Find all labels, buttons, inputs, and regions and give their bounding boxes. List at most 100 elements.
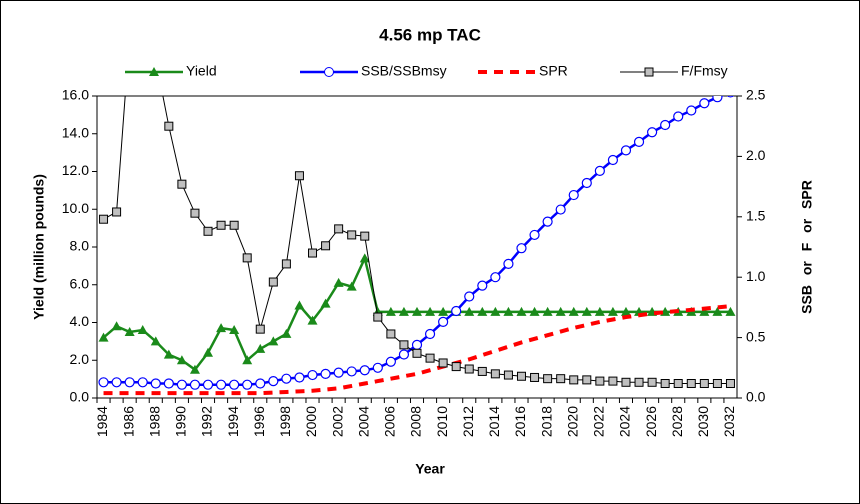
ssb-marker [490, 272, 501, 283]
yield-marker [620, 306, 631, 316]
y-tick-label: 0.0 [70, 389, 90, 405]
legend-label: SSB/SSBmsy [361, 63, 447, 79]
f-marker [281, 259, 291, 269]
yield-marker [124, 326, 135, 336]
f-marker [190, 208, 200, 218]
ssb-marker [98, 377, 109, 388]
ssb-marker [385, 356, 396, 367]
x-tick-label: 2018 [538, 406, 554, 437]
f-marker [268, 277, 278, 287]
x-tick-label: 2004 [355, 406, 371, 437]
f-marker [490, 369, 500, 379]
y-tick-label: 16.0 [62, 87, 89, 103]
yield-marker [398, 306, 409, 316]
f-marker [660, 379, 670, 389]
ssb-marker [320, 368, 331, 379]
f-marker [712, 379, 722, 389]
yield-marker [98, 332, 109, 342]
x-tick-label: 2012 [460, 406, 476, 437]
f-marker [608, 376, 618, 386]
ssb-marker [189, 379, 201, 390]
ssb-marker [202, 379, 214, 390]
f-marker [177, 179, 187, 189]
ssb-marker [372, 362, 383, 373]
yield-marker [359, 253, 370, 263]
x-tick-label: 1990 [173, 406, 189, 437]
yield-marker [242, 355, 253, 365]
f-marker [725, 379, 735, 389]
f-marker [386, 329, 396, 339]
f-marker [530, 372, 540, 382]
ssb-marker [242, 379, 253, 390]
legend-label: F/Fmsy [681, 63, 728, 79]
yield-marker [229, 325, 240, 335]
y-axis-title: Yield (million pounds) [31, 174, 47, 320]
f-marker [99, 214, 109, 224]
x-tick-label: 2022 [591, 406, 607, 437]
x-tick-label: 2024 [617, 406, 633, 437]
f-marker [516, 371, 526, 381]
x-tick-label: 1992 [199, 406, 215, 437]
x-axis-title: Year [415, 461, 445, 477]
yield-marker [189, 364, 200, 374]
x-tick-label: 2030 [695, 406, 711, 437]
x-tick-label: 2010 [434, 406, 450, 437]
f-marker [412, 348, 422, 358]
ssb-marker [673, 111, 684, 122]
x-tick-label: 2000 [303, 406, 319, 437]
legend-symbol [644, 67, 654, 77]
x-tick-label: 1986 [120, 406, 136, 437]
f-marker [242, 253, 252, 263]
ssb-marker [568, 189, 579, 201]
f-marker [255, 324, 265, 334]
yield-marker [699, 306, 710, 316]
legend-marker [149, 67, 159, 76]
f-marker [595, 376, 605, 386]
y-tick-label: 8.0 [70, 238, 90, 254]
f-marker [438, 358, 448, 368]
x-tick-label: 1994 [225, 406, 241, 437]
ssb-marker [607, 154, 619, 166]
ssb-marker [686, 105, 697, 116]
x-tick-label: 2020 [564, 406, 580, 437]
x-tick-label: 1996 [251, 406, 267, 437]
f-marker [451, 362, 461, 372]
f-marker [699, 379, 709, 389]
x-tick-label: 2002 [329, 406, 345, 437]
x-tick-label: 1998 [277, 406, 293, 437]
yield-marker [581, 306, 592, 316]
ssb-marker [424, 328, 436, 340]
yield-marker [712, 306, 723, 316]
plot: 0.0 2.0 4.0 6.0 8.0 10.0 12.0 14.0 16.0 0.0 0.5 1.0… [62, 63, 766, 437]
y2-tick-label: 1.5 [746, 208, 766, 224]
yield-marker [425, 306, 436, 316]
ssb-marker [176, 379, 187, 390]
x-tick-label: 2032 [721, 406, 737, 437]
yield-marker [594, 306, 605, 316]
ssb-marker [555, 204, 566, 215]
yield-marker [503, 306, 514, 316]
ssb-marker [464, 291, 475, 302]
f-marker [203, 226, 213, 236]
ssb-marker [215, 379, 227, 390]
ssb-marker [255, 378, 266, 389]
y-tick-label: 4.0 [70, 313, 90, 329]
yield-marker [163, 349, 174, 359]
ssb-marker [411, 339, 423, 350]
y-tick-label: 10.0 [62, 200, 89, 216]
ssb-marker [111, 377, 122, 388]
f-marker [216, 220, 226, 230]
f-marker [582, 375, 592, 385]
ssb-marker [542, 216, 553, 227]
ssb-marker [294, 372, 305, 383]
f-marker [686, 379, 696, 389]
yield-marker [464, 306, 475, 316]
yield-marker [255, 343, 266, 353]
f-marker [229, 220, 239, 230]
ssb-marker [307, 369, 318, 381]
yield-marker [216, 323, 227, 333]
ssb-marker [359, 365, 370, 376]
yield-marker [529, 306, 540, 316]
ssb-marker [529, 229, 540, 241]
yield-marker [477, 306, 488, 316]
